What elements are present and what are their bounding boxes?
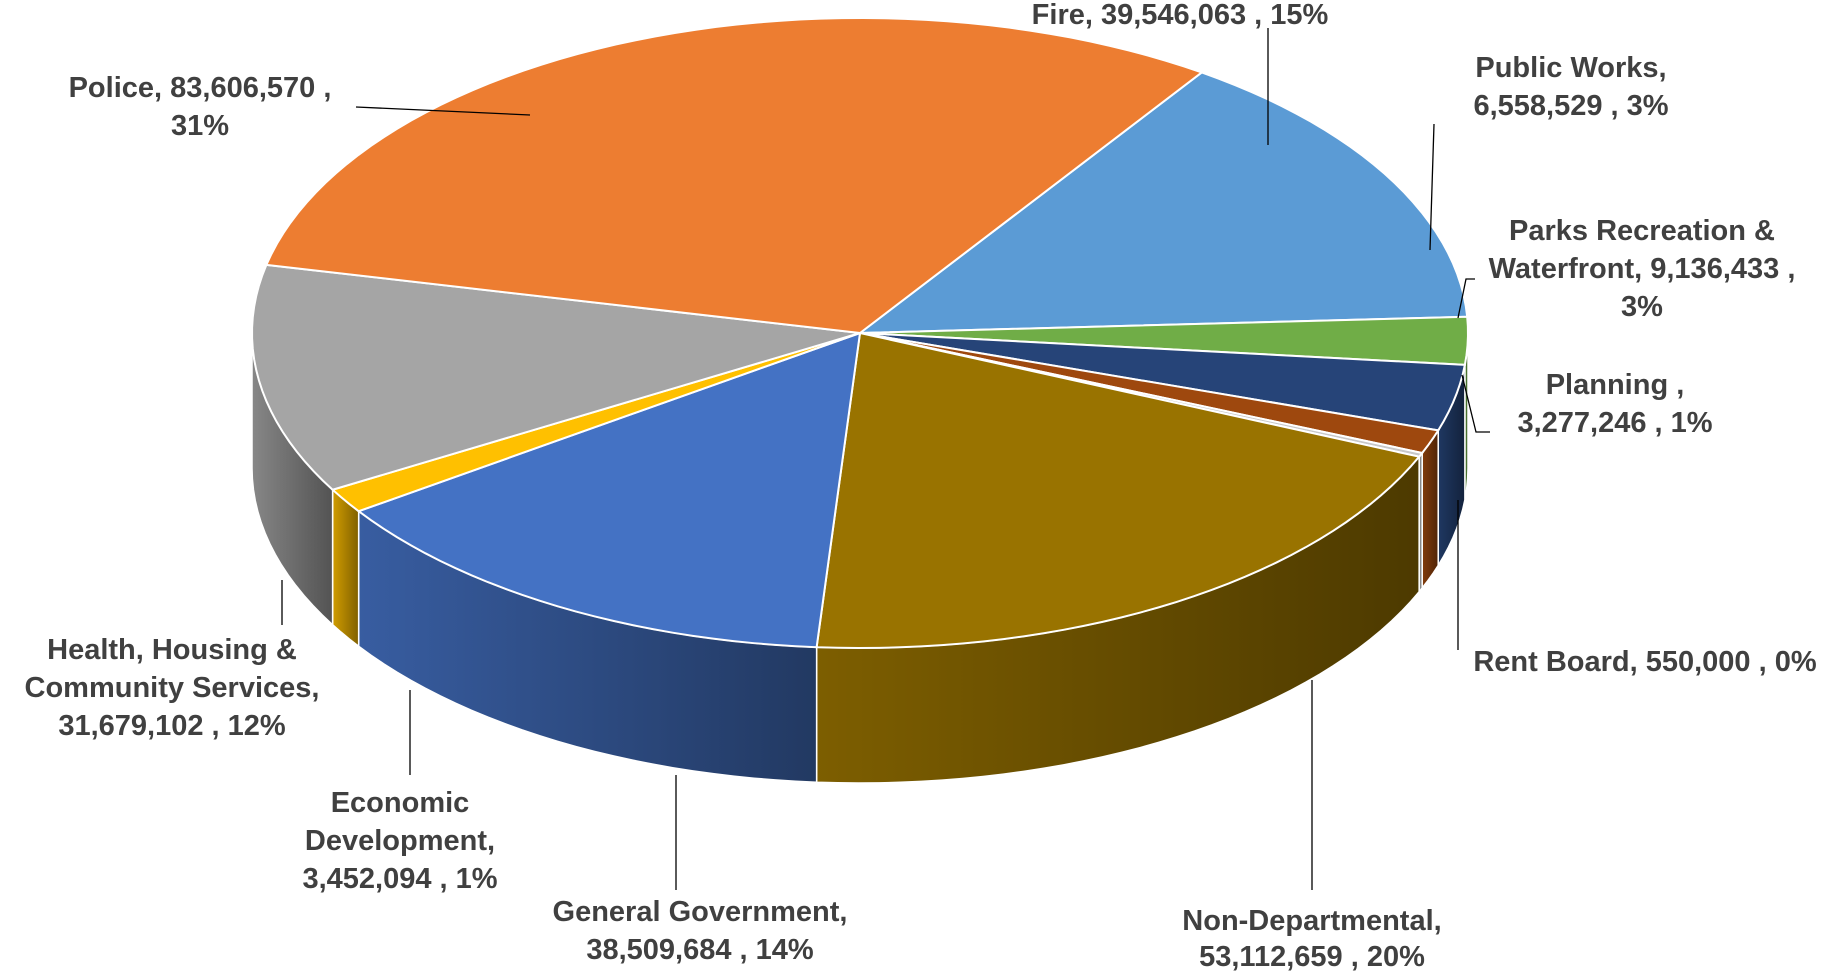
pie-side-economic-development xyxy=(331,488,360,648)
data-label-line: Public Works, xyxy=(1475,52,1666,84)
pie-slice-general-government xyxy=(356,331,862,649)
data-label-line: Non-Departmental, xyxy=(1182,905,1441,937)
pie-slice-public-works xyxy=(859,315,1469,366)
data-label-line: Community Services, xyxy=(25,672,320,704)
data-label-line: Rent Board, 550,000 , 0% xyxy=(1473,646,1817,678)
pie-top-faces xyxy=(251,16,1469,650)
data-label-line: Development, xyxy=(305,825,495,857)
data-label-police: Police, 83,606,570 , 31% xyxy=(69,72,332,142)
data-label-line: Economic xyxy=(331,787,470,819)
data-label-economic-development: Economic Development, 3,452,094 , 1% xyxy=(302,787,497,895)
leader-line-parks-recreation-and-waterfront xyxy=(1457,278,1475,319)
leader-line-public-works xyxy=(1429,123,1435,251)
leader-lines xyxy=(281,28,1490,890)
data-label-health-housing-and-community-services: Health, Housing & Community Services, 31,6… xyxy=(25,634,320,742)
pie-slice-health-housing-and-community-services xyxy=(251,263,861,491)
pie-slice-parks-recreation-and-waterfront xyxy=(859,332,1467,432)
leader-line-police xyxy=(355,106,531,116)
data-label-line: General Government, xyxy=(553,896,848,928)
data-label-line: Health, Housing & xyxy=(47,634,297,666)
data-label-parks-recreation-and-waterfront: Parks Recreation & Waterfront, 9,136,433 … xyxy=(1489,215,1796,323)
data-label-line: 3,452,094 , 1% xyxy=(302,863,497,895)
leader-line-planning xyxy=(1461,374,1490,433)
data-label-fire: Fire, 39,546,063 , 15% xyxy=(1032,0,1329,31)
data-label-line: 3,277,246 , 1% xyxy=(1517,407,1712,439)
pie-slice-fire xyxy=(856,71,1469,335)
data-label-line: 31,679,102 , 12% xyxy=(58,710,286,742)
data-label-line: 6,558,529 , 3% xyxy=(1473,90,1668,122)
data-label-line: Police, 83,606,570 , xyxy=(69,72,332,104)
data-label-rent-board: Rent Board, 550,000 , 0% xyxy=(1473,646,1817,678)
data-label-line: 53,112,659 , 20% xyxy=(1199,941,1425,972)
pie-side-planning xyxy=(1421,427,1439,591)
data-label-line: 3% xyxy=(1621,291,1663,323)
data-label-planning: Planning , 3,277,246 , 1% xyxy=(1517,369,1712,439)
data-labels: Fire, 39,546,063 , 15% Public Works, 6,558… xyxy=(25,0,1817,972)
data-label-line: 31% xyxy=(171,110,229,142)
data-label-line: Planning , xyxy=(1546,369,1685,401)
pie-slice-non-departmental xyxy=(815,331,1422,650)
data-label-non-departmental: Non-Departmental, 53,112,659 , 20% xyxy=(1182,905,1441,972)
data-label-public-works: Public Works, 6,558,529 , 3% xyxy=(1473,52,1668,122)
data-label-line: Parks Recreation & xyxy=(1509,215,1775,247)
pie-slice-police xyxy=(264,16,1204,335)
data-label-general-government: General Government, 38,509,684 , 14% xyxy=(553,896,848,966)
data-label-line: Waterfront, 9,136,433 , xyxy=(1489,253,1796,285)
data-label-line: Fire, 39,546,063 , 15% xyxy=(1032,0,1329,31)
data-label-line: 38,509,684 , 14% xyxy=(586,934,814,966)
